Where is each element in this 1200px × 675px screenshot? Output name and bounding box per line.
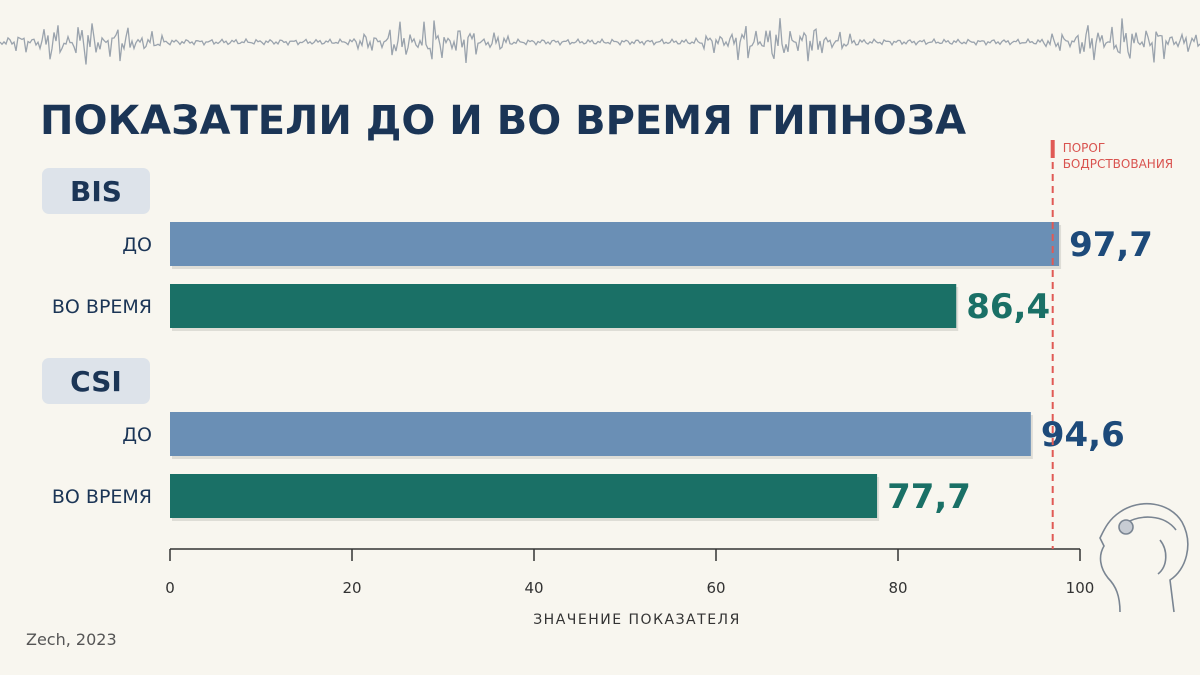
threshold-label-line2: БОДРСТВОВАНИЯ [1063, 157, 1173, 171]
head-sensor-icon [1099, 503, 1189, 613]
x-tick-label: 0 [165, 579, 175, 597]
x-tick-label: 20 [342, 579, 361, 597]
group-badge-bis [42, 168, 150, 214]
x-axis-title: ЗНАЧЕНИЕ ПОКАЗАТЕЛЯ [533, 612, 741, 628]
value-label: 94,6 [1041, 415, 1125, 455]
source-citation: Zech, 2023 [26, 630, 117, 649]
category-label: ВО ВРЕМЯ [52, 486, 152, 508]
value-label: 86,4 [966, 287, 1050, 327]
x-tick-label: 40 [524, 579, 543, 597]
bar-csi-during [170, 474, 878, 518]
bar-bis-during [170, 284, 957, 328]
chart-title: ПОКАЗАТЕЛИ ДО И ВО ВРЕМЯ ГИПНОЗА [40, 98, 966, 144]
x-tick-label: 60 [706, 579, 725, 597]
threshold-tick [1050, 140, 1055, 158]
value-label: 77,7 [887, 477, 971, 517]
x-axis: 0 20 40 60 80 100 [165, 548, 1095, 597]
value-label: 97,7 [1069, 225, 1153, 265]
bar-csi-before [170, 412, 1031, 456]
bars-layer: BIS ДО 97,7 ВО ВРЕМЯ 86,4 CSI ДО 94,6 ВО ВРЕМЯ 77… [42, 168, 1153, 521]
category-label: ДО [122, 424, 152, 446]
x-tick-label: 80 [888, 579, 907, 597]
category-label: ДО [122, 234, 152, 256]
bar-bis-before [170, 222, 1060, 266]
eeg-wave-decoration [0, 18, 1200, 65]
threshold-label-line1: ПОРОГ [1063, 141, 1105, 155]
category-label: ВО ВРЕМЯ [52, 296, 152, 318]
threshold-marker: ПОРОГ БОДРСТВОВАНИЯ [1050, 140, 1173, 549]
group-label-bis: BIS [70, 175, 122, 208]
x-tick-label: 100 [1066, 579, 1095, 597]
group-badge-csi [42, 358, 150, 404]
group-label-csi: CSI [70, 365, 122, 398]
